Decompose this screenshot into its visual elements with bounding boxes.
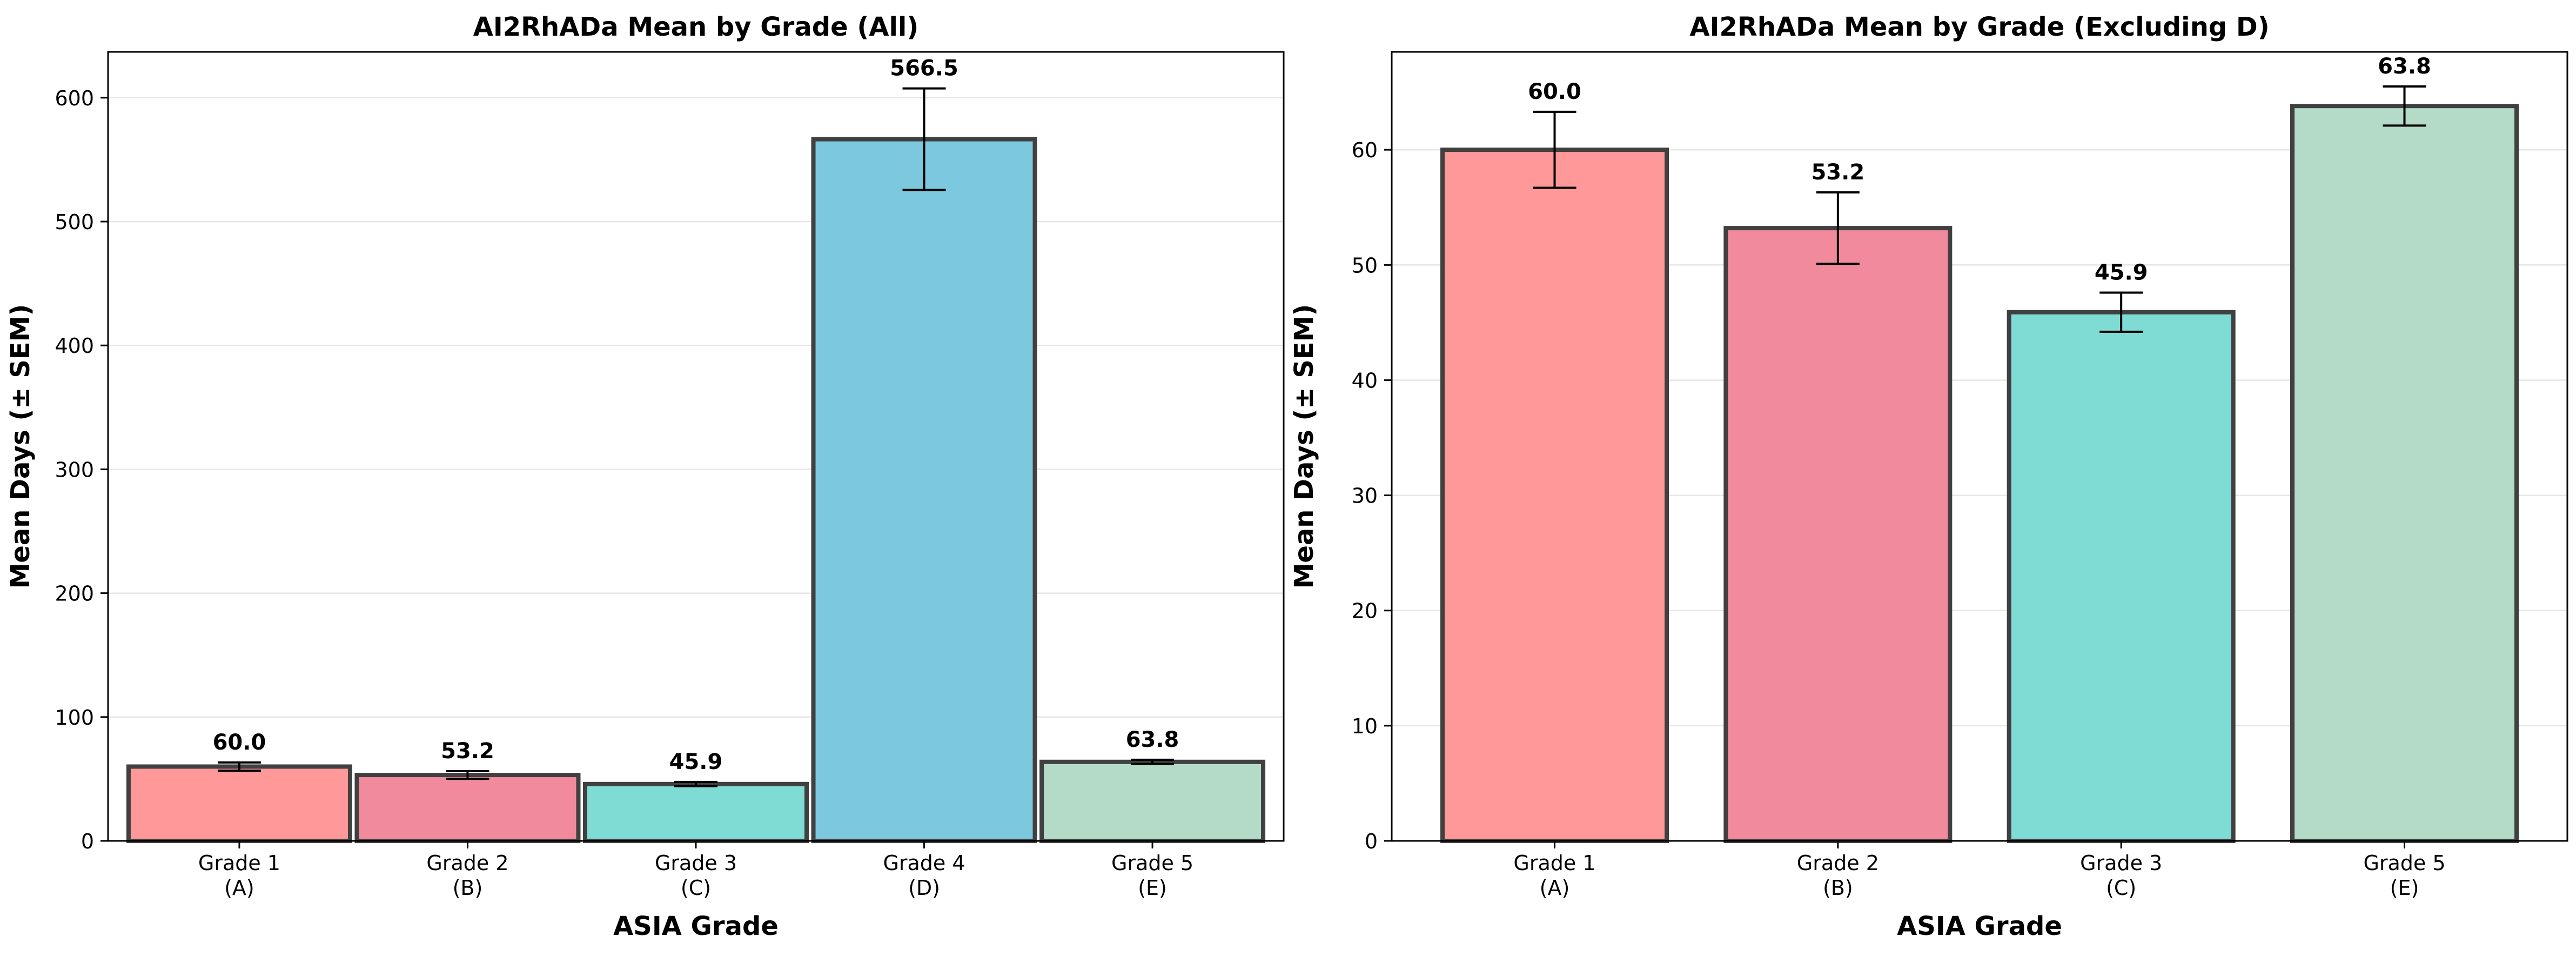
x-tick-label-line: Grade 4 <box>883 851 965 875</box>
bar <box>811 137 1037 843</box>
plot-frame <box>107 51 1285 842</box>
x-tick-label: Grade 3 (C) <box>2080 851 2162 900</box>
y-tick-label: 60 <box>1352 138 1378 162</box>
data-label: 53.2 <box>1811 160 1864 185</box>
x-tick-label-line: Grade 2 <box>1797 851 1879 875</box>
x-tick-label-line: (B) <box>1823 876 1853 900</box>
data-label: 60.0 <box>1528 79 1581 104</box>
y-tick-label: 40 <box>1352 369 1378 392</box>
plot-frame <box>1391 51 2568 842</box>
x-tick-label-line: (C) <box>681 876 711 900</box>
data-label: 63.8 <box>1126 727 1179 752</box>
y-tick-label: 100 <box>55 706 94 730</box>
x-axis-label: ASIA Grade <box>1897 911 2062 941</box>
x-tick-label-line: (C) <box>2106 876 2136 900</box>
y-tick-label: 600 <box>55 86 94 110</box>
x-tick-label-line: Grade 1 <box>1513 851 1595 875</box>
data-label: 60.0 <box>213 730 266 755</box>
bar <box>1723 226 1953 844</box>
y-tick-label: 0 <box>81 830 94 853</box>
y-tick-label: 500 <box>55 210 94 234</box>
x-tick-label-line: (D) <box>908 876 940 900</box>
y-axis-label: Mean Days (± SEM) <box>1289 304 1319 589</box>
bar <box>1440 148 1669 844</box>
x-tick-label: Grade 1 (A) <box>198 851 280 900</box>
x-tick-label-line: Grade 3 <box>2080 851 2162 875</box>
x-tick-label-line: (A) <box>1540 876 1570 900</box>
x-axis-label: ASIA Grade <box>613 911 779 941</box>
bar <box>2007 310 2236 843</box>
chart-title: AI2RhADa Mean by Grade (Excluding D) <box>1689 12 2269 42</box>
data-label: 45.9 <box>669 750 723 774</box>
chart-panel-all: 60.0 53.2 45.9 566.5 63.8 0 100 200 300 400 500 600… <box>5 12 1285 941</box>
x-tick-label: Grade 1 (A) <box>1513 851 1595 900</box>
data-label: 45.9 <box>2095 260 2148 285</box>
data-label: 63.8 <box>2378 54 2431 79</box>
x-tick-label-line: Grade 5 <box>1111 851 1193 875</box>
chart-title: AI2RhADa Mean by Grade (All) <box>473 12 919 42</box>
x-tick-label-line: Grade 2 <box>426 851 508 875</box>
x-tick-label: Grade 5 (E) <box>2363 851 2445 900</box>
bar <box>354 773 581 843</box>
y-tick-label: 200 <box>55 582 94 606</box>
x-tick-label: Grade 3 (C) <box>655 851 737 900</box>
y-tick-label: 30 <box>1352 484 1378 508</box>
x-tick-label-line: (E) <box>1138 876 1167 900</box>
y-tick-label: 400 <box>55 334 94 358</box>
x-tick-label: Grade 5 (E) <box>1111 851 1193 900</box>
x-tick-label: Grade 2 (B) <box>426 851 508 900</box>
bar <box>1039 759 1266 843</box>
y-tick-label: 20 <box>1352 599 1378 623</box>
data-label: 53.2 <box>441 739 494 764</box>
y-tick-label: 300 <box>55 458 94 482</box>
x-tick-label-line: (A) <box>224 876 254 900</box>
data-label: 566.5 <box>890 56 958 81</box>
y-axis-label: Mean Days (± SEM) <box>5 304 36 589</box>
x-tick-label-line: Grade 3 <box>655 851 737 875</box>
y-tick-label: 10 <box>1352 714 1378 738</box>
bar <box>126 764 352 843</box>
x-tick-label: Grade 4 (D) <box>883 851 965 900</box>
bar <box>2290 104 2519 844</box>
y-tick-label: 0 <box>1365 830 1378 853</box>
y-tick-label: 50 <box>1352 253 1378 277</box>
x-tick-label: Grade 2 (B) <box>1797 851 1879 900</box>
x-tick-label-line: (E) <box>2390 876 2419 900</box>
x-tick-label-line: (B) <box>453 876 483 900</box>
bar <box>583 781 809 843</box>
x-tick-label-line: Grade 1 <box>198 851 280 875</box>
x-tick-label-line: Grade 5 <box>2363 851 2445 875</box>
